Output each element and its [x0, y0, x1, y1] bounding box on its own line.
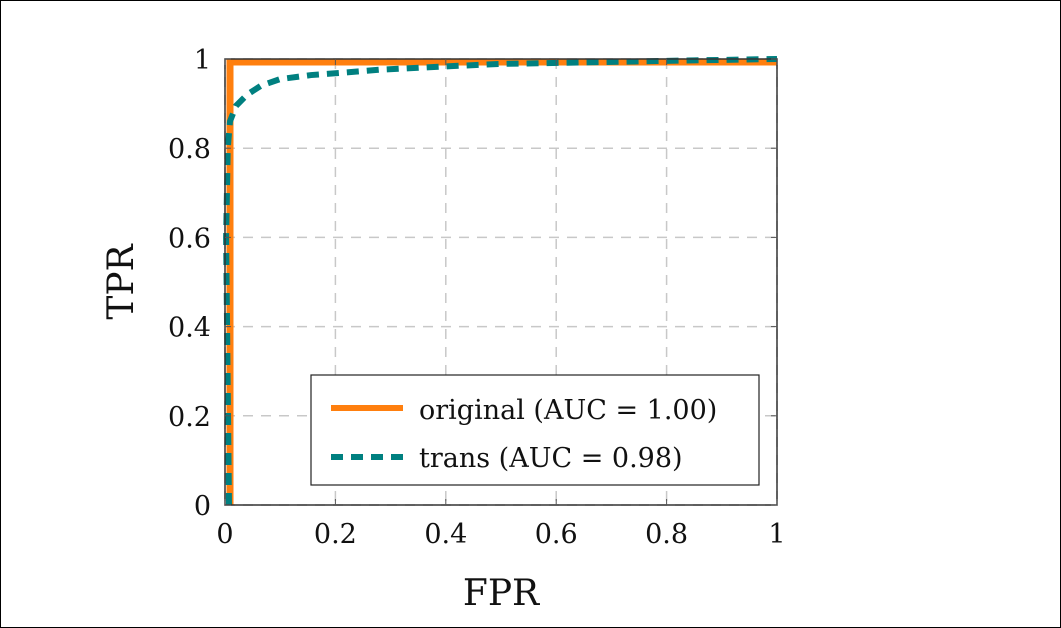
plot-border	[224, 58, 778, 506]
x-tick-label: 0.4	[424, 519, 467, 550]
y-tick-label: 0.6	[168, 223, 211, 254]
y-axis-label: TPR	[101, 243, 142, 319]
series-line-trans	[223, 56, 778, 506]
x-tick-label: 0.8	[645, 519, 688, 550]
y-tick-label: 0	[194, 491, 211, 522]
y-tick-label: 0.2	[168, 402, 211, 433]
x-tick-label: 0	[216, 519, 233, 550]
y-tick-label: 0.8	[168, 134, 211, 165]
legend-box	[310, 374, 760, 486]
y-tick-label: 0.4	[168, 313, 211, 344]
legend: original (AUC = 1.00) trans (AUC = 0.98)	[310, 374, 760, 486]
y-tick-label: 1	[194, 45, 211, 76]
x-tick-label: 1	[768, 519, 785, 550]
legend-label-original: original (AUC = 1.00)	[419, 395, 717, 426]
x-tick-label: 0.6	[535, 519, 578, 550]
legend-label-trans: trans (AUC = 0.98)	[419, 443, 683, 474]
x-axis-label: FPR	[463, 573, 540, 614]
x-tick-label: 0.2	[314, 519, 357, 550]
